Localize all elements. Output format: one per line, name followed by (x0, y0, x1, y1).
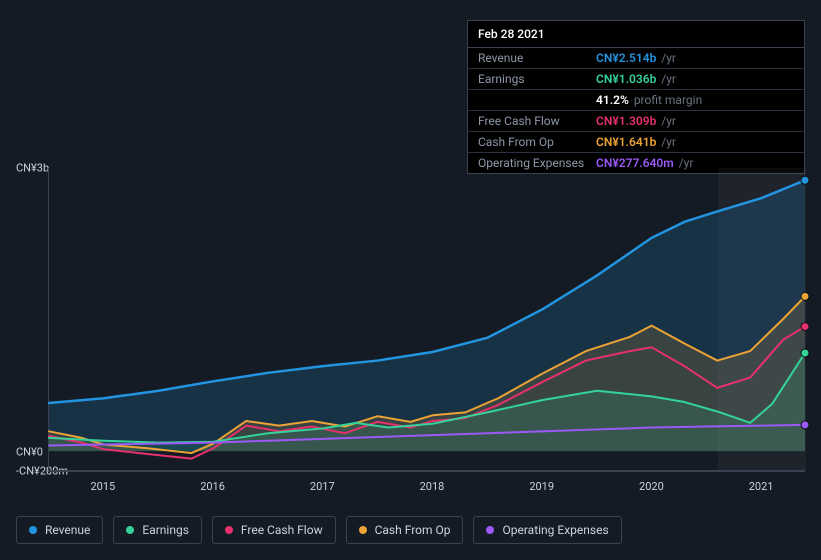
x-axis-tick: 2021 (749, 480, 774, 493)
tooltip-row: 41.2% profit margin (468, 90, 804, 111)
x-axis-tick: 2017 (310, 480, 335, 493)
x-axis-tick: 2015 (90, 480, 115, 493)
tooltip-row: Cash From OpCN¥1.641b /yr (468, 132, 804, 153)
tooltip-row: EarningsCN¥1.036b /yr (468, 69, 804, 90)
tooltip-row-label: Cash From Op (478, 135, 596, 149)
legend-dot-icon (359, 526, 367, 534)
tooltip-row-label: Revenue (478, 51, 596, 65)
tooltip-row: RevenueCN¥2.514b /yr (468, 48, 804, 69)
legend-item-revenue[interactable]: Revenue (16, 516, 103, 544)
tooltip-row-value: CN¥1.641b /yr (596, 135, 794, 149)
chart-legend: Revenue Earnings Free Cash Flow Cash From O… (16, 516, 622, 544)
x-axis-tick: 2018 (420, 480, 445, 493)
chart-plot-area (48, 168, 805, 471)
legend-item-fcf[interactable]: Free Cash Flow (212, 516, 336, 544)
x-axis-tick: 2020 (639, 480, 664, 493)
legend-dot-icon (126, 526, 134, 534)
chart-tooltip: Feb 28 2021 RevenueCN¥2.514b /yrEarnings… (467, 20, 805, 174)
legend-label: Cash From Op (375, 523, 451, 537)
tooltip-row-value: CN¥1.309b /yr (596, 114, 794, 128)
tooltip-date: Feb 28 2021 (468, 21, 804, 48)
x-axis-tick: 2019 (529, 480, 554, 493)
tooltip-profit-margin: 41.2% profit margin (596, 93, 794, 107)
financials-chart[interactable]: CN¥3bCN¥0-CN¥200m 2015201620172018201920… (16, 155, 805, 545)
tooltip-row-label: Earnings (478, 72, 596, 86)
legend-dot-icon (486, 526, 494, 534)
tooltip-row-label: Free Cash Flow (478, 114, 596, 128)
tooltip-row-value: CN¥1.036b /yr (596, 72, 794, 86)
y-axis-tick: CN¥0 (16, 446, 43, 459)
legend-item-opex[interactable]: Operating Expenses (473, 516, 621, 544)
legend-dot-icon (225, 526, 233, 534)
legend-label: Earnings (142, 523, 189, 537)
y-axis-tick: CN¥3b (16, 162, 49, 175)
chart-svg (49, 168, 805, 470)
x-axis-tick: 2016 (200, 480, 225, 493)
legend-dot-icon (29, 526, 37, 534)
legend-label: Revenue (45, 523, 90, 537)
legend-item-earnings[interactable]: Earnings (113, 516, 202, 544)
legend-label: Operating Expenses (502, 523, 608, 537)
tooltip-row: Free Cash FlowCN¥1.309b /yr (468, 111, 804, 132)
tooltip-row-value: CN¥2.514b /yr (596, 51, 794, 65)
legend-item-cfo[interactable]: Cash From Op (346, 516, 464, 544)
legend-label: Free Cash Flow (241, 523, 323, 537)
